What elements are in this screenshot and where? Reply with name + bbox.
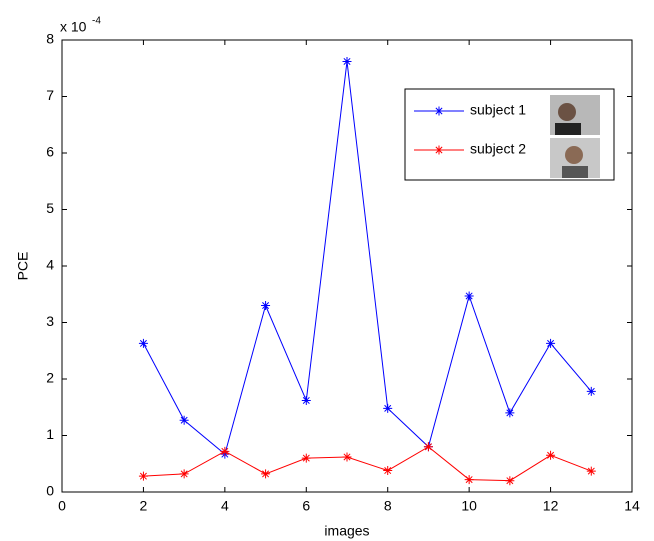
marker xyxy=(261,301,271,311)
x-tick-label: 12 xyxy=(543,498,559,514)
marker xyxy=(383,403,393,413)
y-tick-label: 0 xyxy=(46,483,54,499)
y-axis-label: PCE xyxy=(15,252,31,281)
legend-image-face xyxy=(565,146,583,164)
y-multiplier-exponent: -4 xyxy=(92,16,101,27)
y-tick-label: 6 xyxy=(46,144,54,160)
marker xyxy=(586,386,596,396)
marker xyxy=(423,442,433,452)
y-tick-label: 2 xyxy=(46,370,54,386)
marker xyxy=(261,469,271,479)
marker xyxy=(138,338,148,348)
marker xyxy=(179,415,189,425)
y-tick-label: 5 xyxy=(46,200,54,216)
marker xyxy=(301,395,311,405)
y-tick-label: 1 xyxy=(46,426,54,442)
legend-image-body xyxy=(562,166,588,178)
x-tick-label: 10 xyxy=(461,498,477,514)
x-tick-label: 8 xyxy=(384,498,392,514)
legend-line xyxy=(414,145,464,155)
marker xyxy=(586,466,596,476)
marker xyxy=(179,469,189,479)
marker xyxy=(220,446,230,456)
marker xyxy=(383,466,393,476)
x-tick-label: 2 xyxy=(140,498,148,514)
y-tick-label: 4 xyxy=(46,257,54,273)
y-multiplier: x 10 xyxy=(60,19,87,35)
marker xyxy=(505,476,515,486)
marker xyxy=(464,475,474,485)
marker xyxy=(301,453,311,463)
x-tick-label: 4 xyxy=(221,498,229,514)
x-tick-label: 14 xyxy=(624,498,640,514)
marker xyxy=(342,452,352,462)
y-tick-label: 7 xyxy=(46,87,54,103)
y-tick-label: 8 xyxy=(46,31,54,47)
x-tick-label: 6 xyxy=(302,498,310,514)
marker xyxy=(546,450,556,460)
y-tick-label: 3 xyxy=(46,313,54,329)
legend-image-face xyxy=(558,103,576,121)
legend-label: subject 2 xyxy=(470,141,526,157)
marker xyxy=(505,408,515,418)
legend-label: subject 1 xyxy=(470,102,526,118)
marker xyxy=(342,56,352,66)
marker xyxy=(138,471,148,481)
legend-image-body xyxy=(555,123,581,135)
legend xyxy=(404,88,615,181)
x-tick-label: 0 xyxy=(58,498,66,514)
series-line xyxy=(143,446,592,482)
marker xyxy=(546,338,556,348)
x-axis-label: images xyxy=(324,523,369,539)
legend-line xyxy=(414,106,464,116)
marker xyxy=(464,291,474,301)
series-line xyxy=(142,61,592,456)
